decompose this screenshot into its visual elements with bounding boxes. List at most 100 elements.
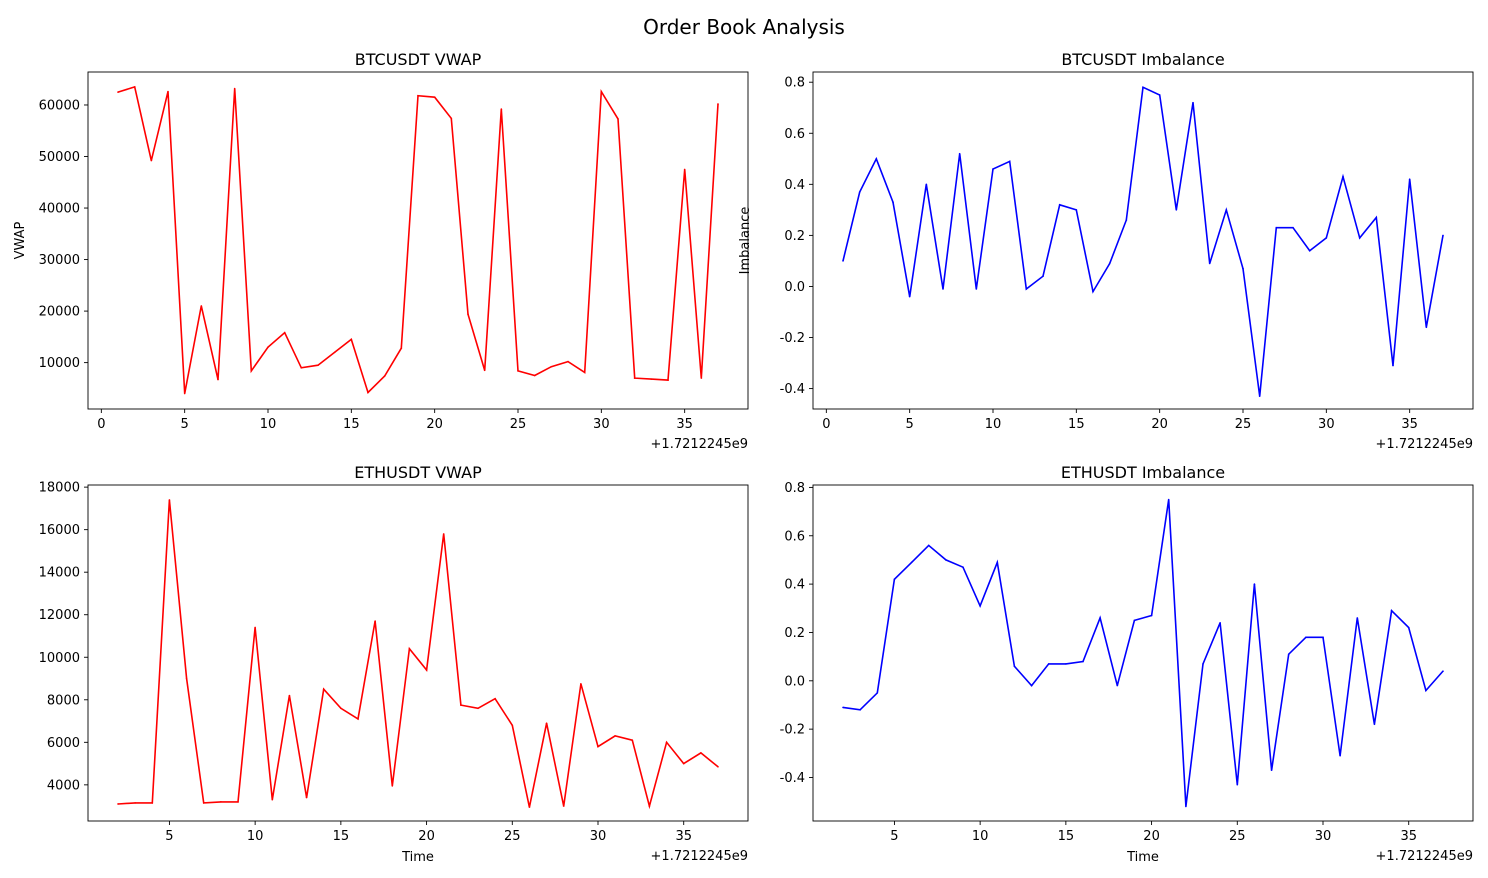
data-point <box>117 803 119 805</box>
plot-area-frame <box>87 71 749 410</box>
data-point <box>1116 684 1119 687</box>
data-point <box>1133 619 1136 622</box>
data-point <box>1042 275 1044 278</box>
y-tick-label: 40000 <box>39 202 80 217</box>
data-point <box>233 87 236 90</box>
data-point <box>1442 670 1444 672</box>
data-point <box>717 103 719 105</box>
data-point <box>1305 636 1307 639</box>
data-point <box>945 559 947 561</box>
data-point <box>842 260 844 262</box>
data-point <box>460 704 462 706</box>
figure-title: Order Book Analysis <box>643 15 845 39</box>
data-point <box>1150 614 1153 617</box>
panel-ethusdt-vwap: ETHUSDT VWAP 5 10 15 20 25 30 35 4000 6000 8000 100… <box>39 463 749 865</box>
data-point <box>893 578 896 581</box>
data-point <box>842 706 844 709</box>
plot-area-frame <box>812 71 1474 410</box>
y-tick-label: 18000 <box>39 481 80 496</box>
x-tick-label: 5 <box>165 829 173 844</box>
x-tick-label: 5 <box>181 417 189 432</box>
x-tick-label: 20 <box>426 417 443 432</box>
data-point <box>1242 267 1244 270</box>
data-point <box>908 295 911 298</box>
data-point <box>996 561 999 564</box>
x-tick-label: 25 <box>1235 417 1252 432</box>
x-tick-label: 15 <box>333 829 350 844</box>
data-point <box>958 152 961 155</box>
data-point <box>1013 665 1016 668</box>
y-axis-label: Imbalance <box>738 207 753 275</box>
data-point <box>683 168 686 171</box>
y-tick-label: -0.2 <box>780 331 805 346</box>
data-point <box>383 375 386 377</box>
x-tick-label: 35 <box>1400 829 1417 844</box>
data-point <box>682 762 685 765</box>
data-point <box>910 561 913 564</box>
data-point <box>1407 626 1410 629</box>
data-point <box>717 765 719 768</box>
data-point <box>1219 621 1221 624</box>
data-point <box>633 377 636 379</box>
y-tick-label: -0.2 <box>780 723 805 738</box>
data-point <box>583 371 586 374</box>
data-point <box>433 96 436 99</box>
chart-title: BTCUSDT VWAP <box>355 50 482 69</box>
x-tick-label: 15 <box>343 417 360 432</box>
y-tick-label: 10000 <box>39 356 80 371</box>
x-tick-label: 20 <box>1143 829 1160 844</box>
data-point <box>254 626 256 629</box>
y-tick-label: 30000 <box>39 253 80 268</box>
y-tick-label: 6000 <box>47 736 80 751</box>
data-point <box>151 802 154 804</box>
x-tick-label: 5 <box>906 417 914 432</box>
x-offset-label: +1.7212245e9 <box>1376 849 1473 864</box>
data-point <box>1075 209 1078 211</box>
chart-title: ETHUSDT Imbalance <box>1061 463 1225 482</box>
data-point <box>483 369 486 372</box>
data-point <box>450 117 453 120</box>
y-tick-label: 20000 <box>39 305 80 320</box>
data-point <box>597 745 599 748</box>
data-point <box>1158 94 1161 96</box>
data-point <box>333 351 336 354</box>
data-point <box>1236 783 1239 786</box>
data-point <box>267 346 269 348</box>
data-point <box>1058 203 1061 206</box>
data-point <box>1356 617 1359 619</box>
y-tick-label: -0.4 <box>780 771 805 786</box>
data-point <box>1375 216 1378 219</box>
data-point <box>876 692 879 694</box>
data-point <box>975 288 978 290</box>
data-point <box>1270 769 1273 772</box>
data-point <box>442 533 445 535</box>
panel-btcusdt-imbalance: BTCUSDT Imbalance 0 5 10 15 20 25 30 35 -0.4 -0.2 0… <box>738 50 1474 452</box>
data-point <box>1442 234 1444 237</box>
data-point <box>1425 689 1427 692</box>
x-axis-label: Time <box>1126 850 1159 865</box>
x-offset-label: +1.7212245e9 <box>651 437 748 452</box>
data-point <box>648 805 651 807</box>
data-point <box>1325 237 1328 239</box>
x-tick-label: 10 <box>972 829 989 844</box>
y-tick-label: 12000 <box>39 608 80 623</box>
x-tick-label: 35 <box>676 417 693 432</box>
data-point <box>1358 237 1361 239</box>
data-point <box>167 90 169 93</box>
x-tick-label: 20 <box>418 829 435 844</box>
y-tick-label: 50000 <box>39 150 80 165</box>
data-point <box>1258 395 1261 398</box>
data-point <box>962 566 964 568</box>
x-offset-label: +1.7212245e9 <box>651 849 748 864</box>
data-point <box>533 374 536 377</box>
data-point <box>1175 209 1178 211</box>
data-point <box>133 86 136 88</box>
x-tick-label: 25 <box>510 417 527 432</box>
data-point <box>550 365 553 368</box>
y-tick-label: 0.4 <box>784 178 805 193</box>
data-point <box>391 785 394 787</box>
y-tick-label: 0.0 <box>784 674 805 689</box>
x-tick-label: 35 <box>675 829 692 844</box>
data-point <box>892 201 894 204</box>
